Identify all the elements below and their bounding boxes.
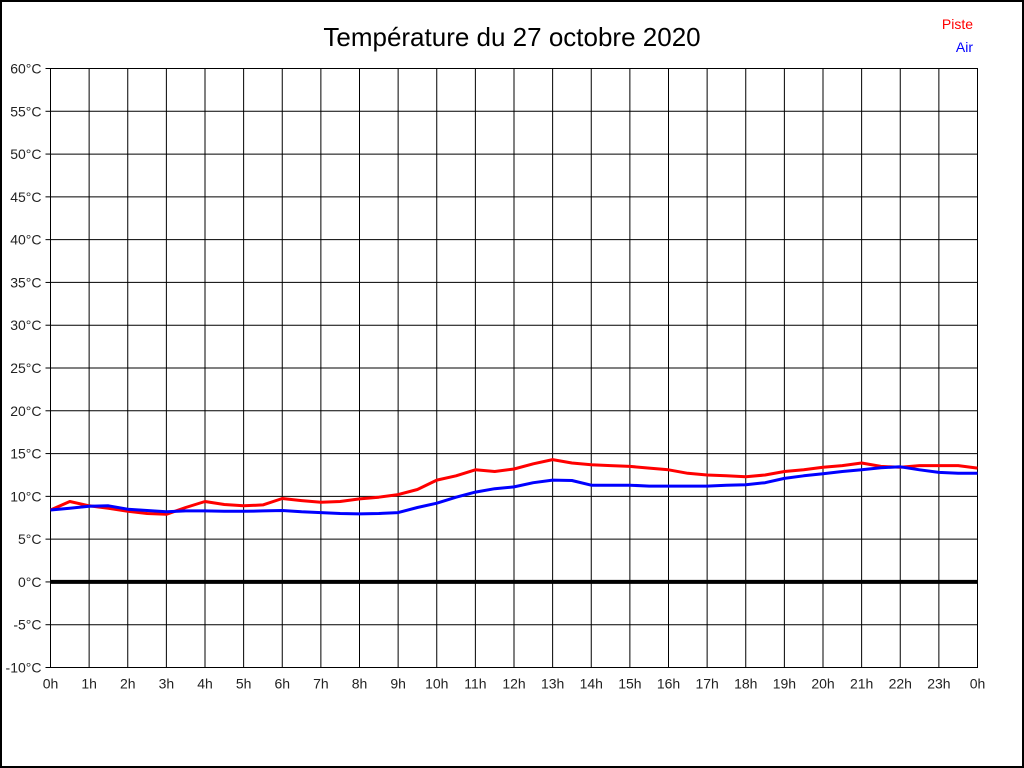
y-tick-label: 45°C [10, 189, 41, 205]
series-line-piste [49, 458, 978, 516]
y-tick-label: -10°C [6, 660, 42, 676]
series-line-air [50, 465, 978, 516]
x-tick-label: 2h [120, 676, 136, 692]
x-tick-label: 1h [81, 676, 97, 692]
y-tick-label: 55°C [10, 103, 41, 119]
x-tick-label: 16h [657, 676, 680, 692]
y-tick-label: 25°C [10, 360, 41, 376]
y-tick-label: 60°C [10, 61, 41, 77]
y-tick-label: 40°C [10, 232, 41, 248]
x-tick-label: 11h [464, 676, 486, 692]
x-tick-label: 22h [889, 676, 912, 692]
legend-item-piste: Piste [941, 16, 973, 32]
x-tick-label: 7h [313, 676, 329, 692]
x-tick-label: 10h [425, 676, 448, 692]
x-tick-label: 4h [197, 676, 213, 692]
x-tick-label: 17h [695, 676, 718, 692]
chart-title: Température du 27 octobre 2020 [323, 22, 701, 52]
y-tick-label: -5°C [13, 617, 41, 633]
y-tick-label: 20°C [10, 403, 41, 419]
x-tick-label: 14h [580, 676, 603, 692]
x-tick-label: 9h [390, 676, 406, 692]
y-tick-label: 35°C [10, 274, 41, 290]
x-tick-label: 13h [541, 676, 564, 692]
x-tick-label: 21h [850, 676, 873, 692]
y-tick-label: 5°C [18, 531, 42, 547]
y-tick-label: 30°C [10, 317, 41, 333]
legend-item-air: Air [955, 39, 973, 55]
x-tick-label: 23h [927, 676, 950, 692]
plot-frame [50, 68, 978, 668]
x-tick-label: 12h [502, 676, 525, 692]
x-tick-label: 3h [159, 676, 175, 692]
x-tick-label: 19h [773, 676, 796, 692]
y-tick-label: 10°C [10, 488, 41, 504]
x-tick-label: 6h [274, 676, 290, 692]
y-tick-label: 50°C [10, 146, 41, 162]
legend: Piste Air [942, 13, 973, 59]
x-tick-label: 5h [236, 676, 252, 692]
x-tick-label: 18h [734, 676, 757, 692]
x-tick-label: 15h [618, 676, 641, 692]
x-tick-label: 0h [970, 676, 986, 692]
x-tick-label: 20h [811, 676, 834, 692]
x-tick-label: 0h [43, 676, 59, 692]
x-tick-label: 8h [352, 676, 368, 692]
y-tick-label: 0°C [18, 574, 42, 590]
y-tick-label: 15°C [10, 446, 41, 462]
